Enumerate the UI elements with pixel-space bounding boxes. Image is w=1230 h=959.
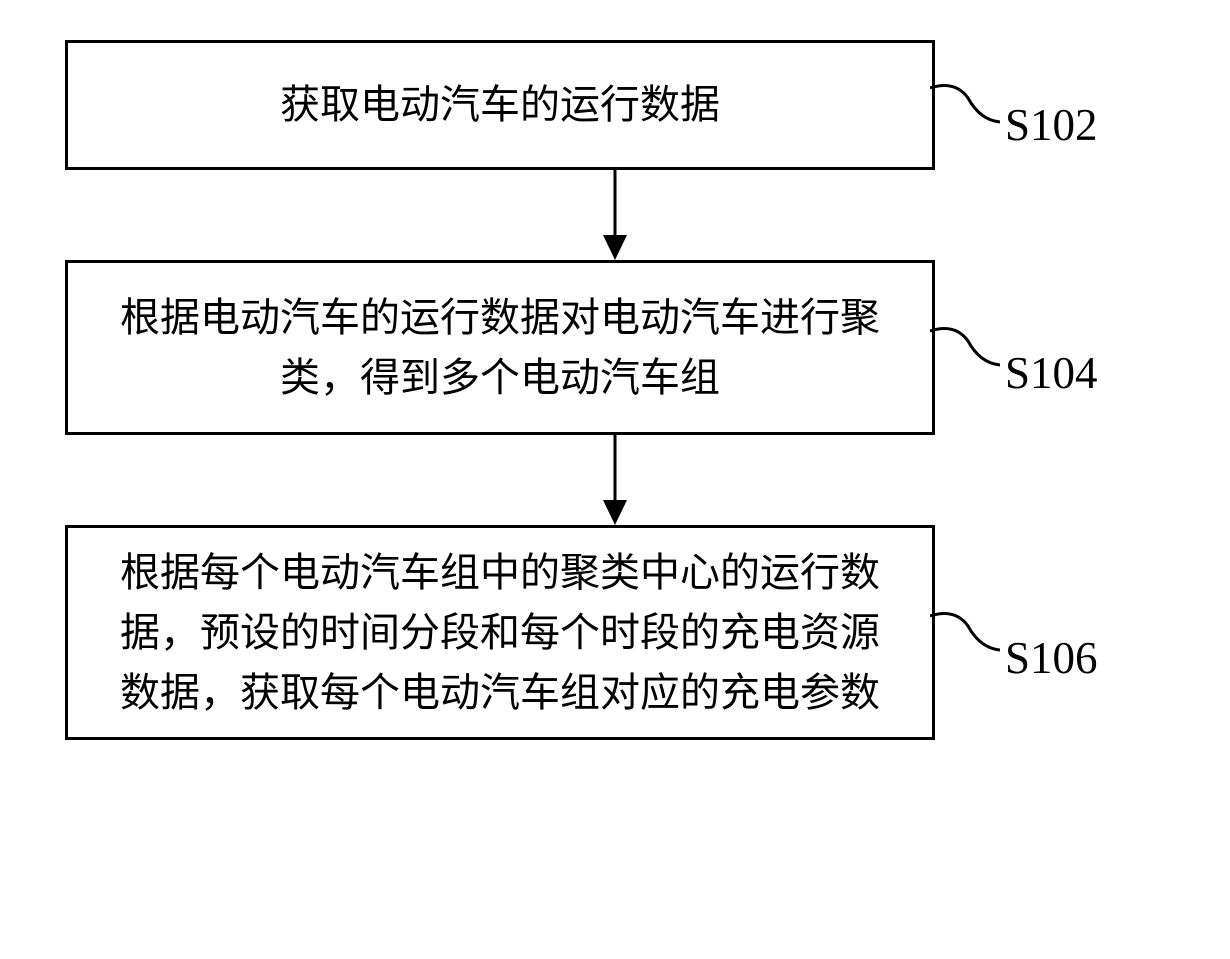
connector-3: S106 xyxy=(930,607,1098,659)
step3-label: S106 xyxy=(1005,632,1098,684)
flow-row-1: 获取电动汽车的运行数据 S102 xyxy=(65,40,1165,170)
flow-row-3: 根据每个电动汽车组中的聚类中心的运行数 据，预设的时间分段和每个时段的充电资源 … xyxy=(65,525,1165,740)
step1-label: S102 xyxy=(1005,99,1098,151)
flowchart-container: 获取电动汽车的运行数据 S102 根据电动汽车的运行数据对电动汽车进行聚 类，得… xyxy=(65,40,1165,740)
step3-text-line-2: 据，预设的时间分段和每个时段的充电资源 xyxy=(120,603,880,663)
arrow-1-container xyxy=(180,170,1050,260)
arrow-down-icon xyxy=(595,170,635,260)
flow-box-step2: 根据电动汽车的运行数据对电动汽车进行聚 类，得到多个电动汽车组 xyxy=(65,260,935,435)
flow-row-2: 根据电动汽车的运行数据对电动汽车进行聚 类，得到多个电动汽车组 S104 xyxy=(65,260,1165,435)
curve-icon xyxy=(930,323,1000,373)
step2-text-line-2: 类，得到多个电动汽车组 xyxy=(280,348,720,408)
connector-1: S102 xyxy=(930,79,1098,131)
curve-icon xyxy=(930,608,1000,658)
step2-label: S104 xyxy=(1005,347,1098,399)
step1-text-line-1: 获取电动汽车的运行数据 xyxy=(280,75,720,135)
curve-icon xyxy=(930,80,1000,130)
connector-2: S104 xyxy=(930,322,1098,374)
step3-text-line-1: 根据每个电动汽车组中的聚类中心的运行数 xyxy=(120,543,880,603)
arrow-2-container xyxy=(180,435,1050,525)
step2-text-line-1: 根据电动汽车的运行数据对电动汽车进行聚 xyxy=(120,288,880,348)
flow-box-step1: 获取电动汽车的运行数据 xyxy=(65,40,935,170)
flow-box-step3: 根据每个电动汽车组中的聚类中心的运行数 据，预设的时间分段和每个时段的充电资源 … xyxy=(65,525,935,740)
arrow-down-icon xyxy=(595,435,635,525)
step3-text-line-3: 数据，获取每个电动汽车组对应的充电参数 xyxy=(120,663,880,723)
